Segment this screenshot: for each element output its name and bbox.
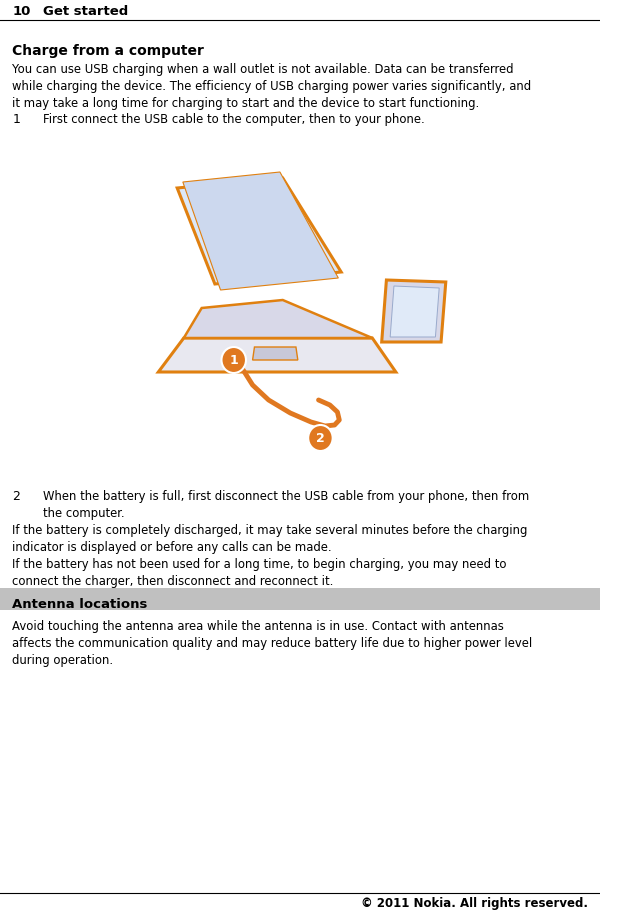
Text: 2: 2 — [12, 490, 20, 503]
Bar — [0, 588, 600, 610]
Polygon shape — [184, 300, 372, 338]
Polygon shape — [253, 347, 298, 360]
Text: 10: 10 — [12, 5, 31, 18]
Text: When the battery is full, first disconnect the USB cable from your phone, then f: When the battery is full, first disconne… — [43, 490, 529, 520]
Text: Get started: Get started — [43, 5, 129, 18]
Polygon shape — [382, 280, 446, 342]
Text: If the battery has not been used for a long time, to begin charging, you may nee: If the battery has not been used for a l… — [12, 558, 507, 588]
Text: Antenna locations: Antenna locations — [12, 598, 148, 611]
Text: First connect the USB cable to the computer, then to your phone.: First connect the USB cable to the compu… — [43, 113, 425, 126]
Text: You can use USB charging when a wall outlet is not available. Data can be transf: You can use USB charging when a wall out… — [12, 63, 531, 110]
Circle shape — [222, 347, 246, 373]
Polygon shape — [183, 172, 338, 290]
Polygon shape — [177, 178, 341, 284]
Text: Charge from a computer: Charge from a computer — [12, 44, 204, 58]
Text: If the battery is completely discharged, it may take several minutes before the : If the battery is completely discharged,… — [12, 524, 527, 554]
Text: 1: 1 — [12, 113, 20, 126]
Polygon shape — [390, 286, 439, 337]
Text: 1: 1 — [229, 353, 238, 367]
Polygon shape — [159, 338, 396, 372]
Circle shape — [308, 425, 333, 451]
Text: Avoid touching the antenna area while the antenna is in use. Contact with antenn: Avoid touching the antenna area while th… — [12, 620, 533, 667]
Text: © 2011 Nokia. All rights reserved.: © 2011 Nokia. All rights reserved. — [361, 897, 588, 910]
Text: 2: 2 — [316, 432, 325, 445]
